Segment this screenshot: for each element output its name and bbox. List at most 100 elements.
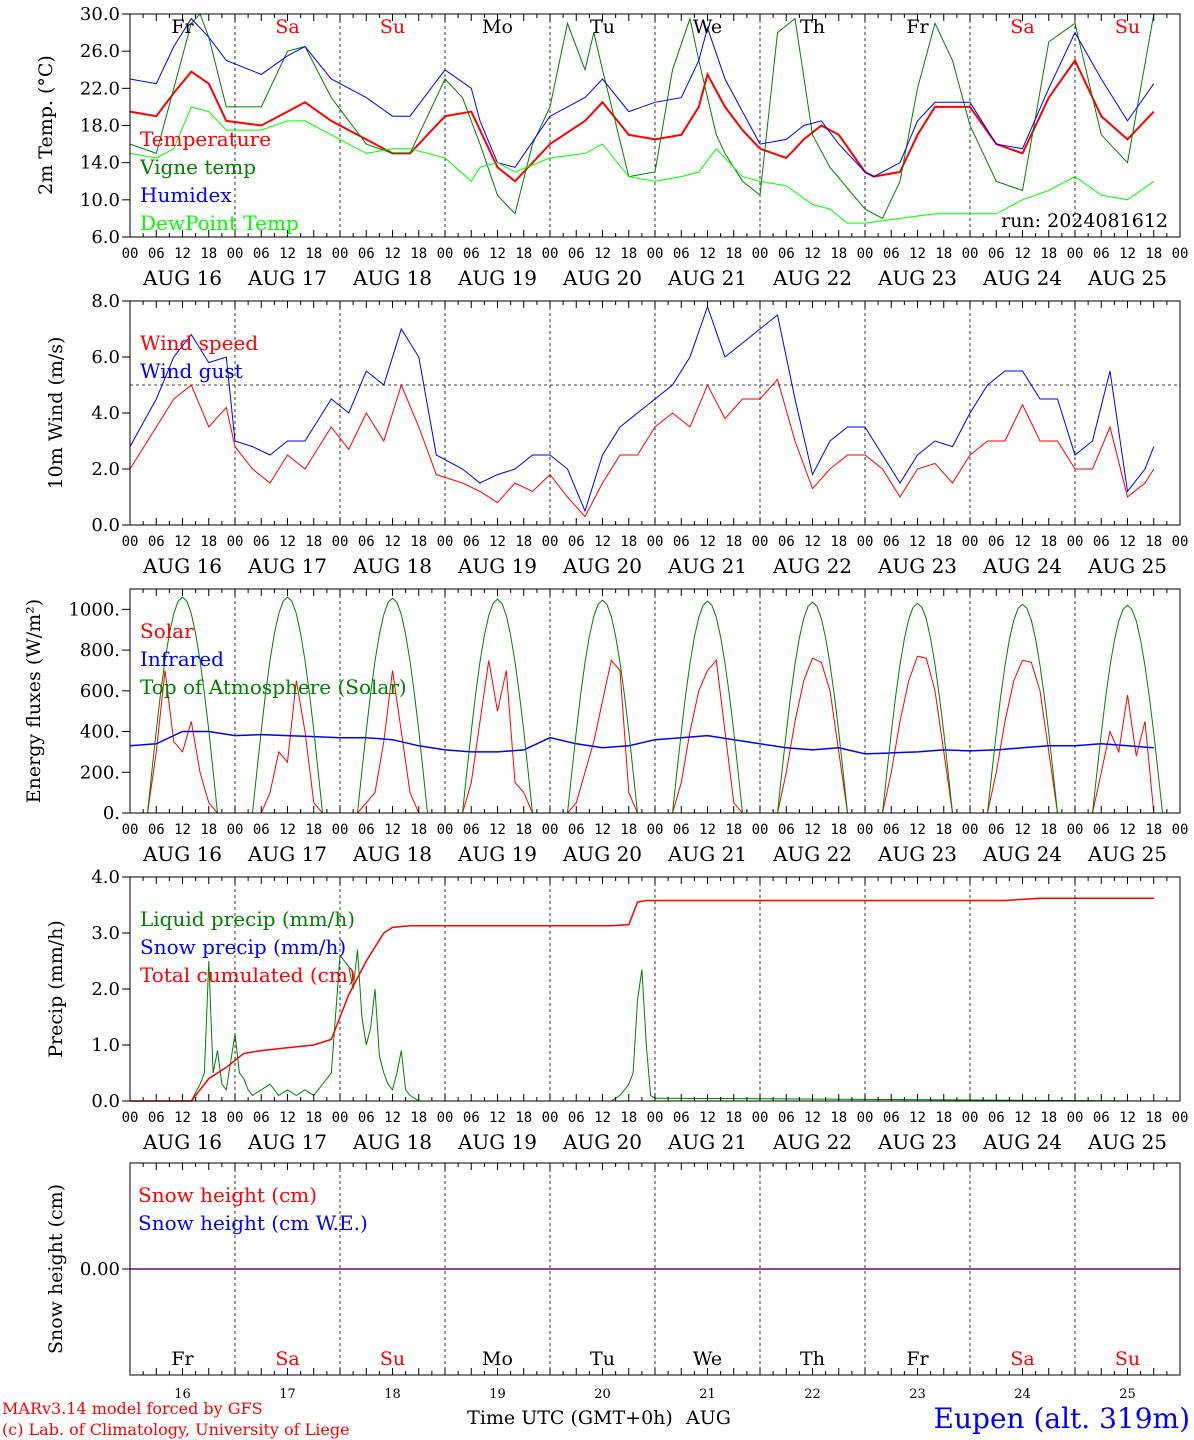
hour-tick-label: 06 — [148, 822, 165, 838]
legend-entry: Snow precip (mm/h) — [140, 935, 346, 959]
hour-tick-label: 12 — [1014, 246, 1031, 262]
hour-tick-label: 06 — [778, 1110, 795, 1126]
legend-entry: DewPoint Temp — [140, 211, 299, 235]
date-label: AUG 23 — [877, 1130, 957, 1154]
weekday-label-top: Th — [800, 16, 825, 38]
hour-tick-label: 18 — [200, 246, 217, 262]
hour-tick-label: 06 — [1093, 246, 1110, 262]
hour-tick-label: 12 — [489, 246, 506, 262]
hour-tick-label: 06 — [778, 534, 795, 550]
hour-tick-label: 18 — [515, 246, 532, 262]
legend-entry: Temperature — [140, 127, 271, 151]
hour-tick-label: 12 — [594, 246, 611, 262]
axes-layer — [122, 13, 1181, 1376]
date-label: AUG 25 — [1087, 266, 1167, 290]
date-label: AUG 23 — [877, 842, 957, 866]
series-total-cumulated-cm — [130, 897, 1154, 1102]
hour-tick-label: 00 — [437, 822, 454, 838]
date-label: AUG 23 — [877, 266, 957, 290]
hour-tick-label: 12 — [1014, 534, 1031, 550]
date-label: AUG 22 — [772, 842, 852, 866]
hour-tick-label: 00 — [332, 246, 349, 262]
hour-tick-label: 12 — [909, 534, 926, 550]
weekday-label: Mo — [482, 1348, 513, 1370]
legend-entry: Wind speed — [140, 331, 258, 355]
date-label: AUG 17 — [247, 554, 327, 578]
y-tick-label: 30.0 — [80, 4, 120, 25]
hour-tick-label: 00 — [752, 246, 769, 262]
hour-tick-label: 00 — [122, 1110, 139, 1126]
hour-tick-label: 06 — [148, 246, 165, 262]
hour-tick-label: 00 — [647, 1110, 664, 1126]
weekday-label-top: Su — [1115, 16, 1140, 38]
hour-tick-label: 00 — [1067, 822, 1084, 838]
y-axis-label: Snow height (cm) — [45, 1184, 67, 1354]
weekday-label-top: Mo — [482, 16, 513, 38]
hour-tick-label: 00 — [542, 534, 559, 550]
legend-entry: Snow height (cm W.E.) — [138, 1211, 368, 1235]
hour-tick-label: 06 — [673, 246, 690, 262]
hour-tick-label: 18 — [1145, 822, 1162, 838]
hour-tick-label: 00 — [647, 246, 664, 262]
hour-tick-label: 12 — [1119, 534, 1136, 550]
hour-tick-label: 06 — [988, 822, 1005, 838]
date-label: AUG 22 — [772, 1130, 852, 1154]
hour-tick-label: 18 — [200, 1110, 217, 1126]
hour-tick-label: 12 — [699, 246, 716, 262]
series-wind-speed — [129, 378, 1155, 518]
hour-tick-label: 00 — [962, 1110, 979, 1126]
hour-tick-label: 00 — [647, 822, 664, 838]
hour-tick-label: 12 — [384, 534, 401, 550]
hour-tick-label: 00 — [542, 822, 559, 838]
hour-tick-label: 12 — [699, 534, 716, 550]
hour-tick-label: 00 — [437, 246, 454, 262]
y-tick-label: 0.0 — [91, 515, 120, 536]
hour-tick-label: 00 — [542, 1110, 559, 1126]
weekday-label-top: Fr — [906, 16, 929, 38]
hour-tick-label: 18 — [620, 534, 637, 550]
date-label: AUG 25 — [1087, 842, 1167, 866]
hour-tick-label: 06 — [1093, 822, 1110, 838]
weekday-label-top: Tu — [590, 16, 615, 38]
hour-tick-label: 18 — [830, 1110, 847, 1126]
series-liquid-precip-mm-h — [130, 949, 1154, 1102]
hour-tick-label: 12 — [279, 822, 296, 838]
hour-tick-label: 12 — [384, 822, 401, 838]
y-tick-label: 2.0 — [91, 459, 120, 480]
hour-tick-label: 06 — [673, 822, 690, 838]
hour-tick-label: 00 — [122, 822, 139, 838]
y-tick-label: 10.0 — [80, 190, 120, 211]
hour-tick-label: 00 — [437, 534, 454, 550]
hour-tick-label: 00 — [962, 822, 979, 838]
legend-entry: Humidex — [140, 183, 232, 207]
date-label: AUG 20 — [562, 554, 642, 578]
y-tick-label: 4.0 — [91, 867, 120, 888]
hour-tick-label: 18 — [830, 246, 847, 262]
hour-tick-label: 06 — [358, 246, 375, 262]
hour-tick-label: 18 — [1040, 246, 1057, 262]
legend-entry: Snow height (cm) — [138, 1183, 317, 1207]
y-tick-label: 6.0 — [91, 347, 120, 368]
hour-tick-label: 00 — [122, 246, 139, 262]
day-number-label: 25 — [1119, 1387, 1136, 1402]
hour-tick-label: 12 — [174, 246, 191, 262]
text-layer: 30.0 26.0 22.0 18.0 14.0 10.0 6.0 2m Temp. (°C)… — [23, 4, 1188, 1402]
day-number-label: 24 — [1014, 1387, 1031, 1402]
grid-layer — [130, 14, 1180, 1375]
hour-tick-label: 18 — [1040, 534, 1057, 550]
date-label: AUG 17 — [247, 266, 327, 290]
weekday-label: Su — [380, 1348, 405, 1370]
date-label: AUG 19 — [457, 266, 537, 290]
hour-tick-label: 06 — [1093, 1110, 1110, 1126]
hour-tick-label: 12 — [1119, 1110, 1136, 1126]
legend-entry: Infrared — [140, 647, 224, 671]
hour-tick-label: 18 — [725, 246, 742, 262]
hour-tick-label: 00 — [227, 822, 244, 838]
y-tick-label: 800. — [80, 640, 120, 661]
day-number-label: 18 — [384, 1387, 401, 1402]
weekday-label: Fr — [171, 1348, 194, 1370]
date-label: AUG 18 — [352, 266, 432, 290]
hour-tick-label: 18 — [1040, 822, 1057, 838]
hour-tick-label: 00 — [122, 534, 139, 550]
date-label: AUG 19 — [457, 1130, 537, 1154]
